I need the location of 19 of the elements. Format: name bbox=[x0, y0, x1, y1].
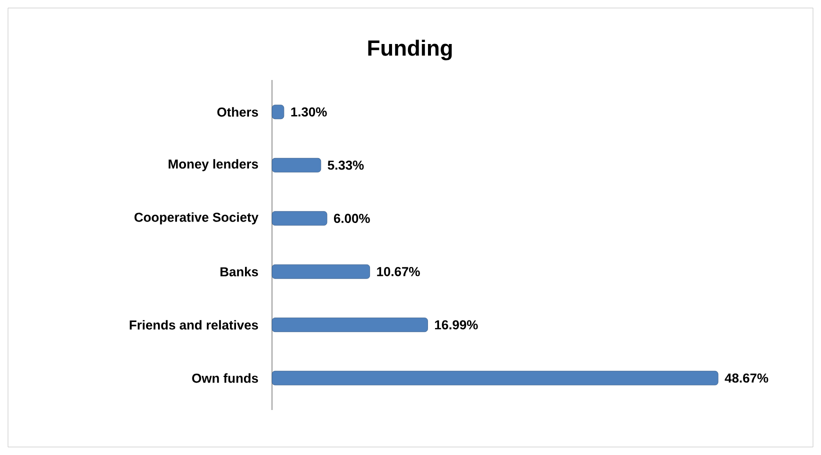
data-label: 48.67% bbox=[724, 373, 768, 383]
chart-title: Funding bbox=[368, 40, 452, 60]
y-tick-label: Own funds bbox=[192, 373, 258, 383]
y-tick-label: Friends and relatives bbox=[130, 320, 258, 330]
y-tick-label: Others bbox=[217, 107, 258, 117]
bar bbox=[272, 104, 284, 120]
data-label: 16.99% bbox=[435, 320, 478, 330]
data-label: 1.30% bbox=[291, 107, 327, 117]
bar bbox=[272, 318, 428, 332]
y-tick-label: Money lenders bbox=[168, 159, 258, 172]
y-tick-label: Cooperative Society bbox=[134, 212, 258, 224]
bar bbox=[272, 264, 370, 279]
bar bbox=[272, 158, 322, 172]
y-tick-label: Banks bbox=[220, 266, 258, 276]
data-label: 5.33% bbox=[328, 160, 364, 170]
data-label: 6.00% bbox=[334, 214, 370, 223]
data-label: 10.67% bbox=[377, 267, 420, 276]
bar bbox=[272, 211, 328, 226]
bar bbox=[272, 370, 718, 386]
